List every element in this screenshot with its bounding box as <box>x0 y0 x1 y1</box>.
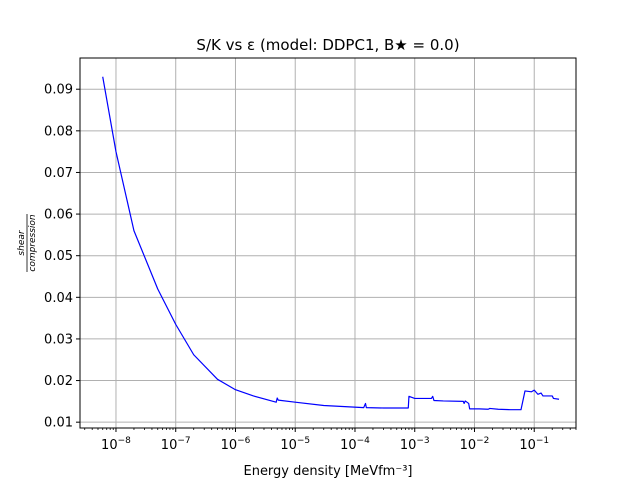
y-tick-label: 0.01 <box>44 416 73 431</box>
chart-title: S/K vs ε (model: DDPC1, B★ = 0.0) <box>196 36 459 54</box>
y-axis-label: shear compression <box>17 214 38 272</box>
x-tick-label: 10−4 <box>340 436 370 453</box>
y-tick-label: 0.08 <box>44 124 73 139</box>
y-axis-label-denominator: compression <box>28 214 38 272</box>
x-tick-label: 10−5 <box>280 436 310 453</box>
y-tick-label: 0.05 <box>44 249 73 264</box>
x-tick-label: 10−1 <box>519 436 549 453</box>
series-line <box>102 76 560 411</box>
x-tick-label: 10−3 <box>400 436 430 453</box>
y-tick-label: 0.09 <box>44 83 73 98</box>
x-tick-label: 10−7 <box>161 436 191 453</box>
y-axis-label-numerator: shear <box>17 229 27 255</box>
x-tick-label: 10−2 <box>460 436 490 453</box>
y-tick-label: 0.03 <box>44 332 73 347</box>
axis-ticks: 10−8 10−7 10−6 10−5 10−4 10−3 10−2 10−1 0.01 0.02… <box>44 83 577 453</box>
series-layer <box>102 76 560 411</box>
grid-lines <box>80 58 576 428</box>
x-axis-label: Energy density [MeVfm⁻³] <box>243 464 412 479</box>
y-tick-label: 0.07 <box>44 166 73 181</box>
x-tick-label: 10−6 <box>221 436 251 453</box>
x-tick-label: 10−8 <box>101 436 131 453</box>
y-tick-label: 0.04 <box>44 291 73 306</box>
y-tick-label: 0.02 <box>44 374 73 389</box>
plot-frame <box>79 57 577 429</box>
y-tick-label: 0.06 <box>44 208 73 223</box>
